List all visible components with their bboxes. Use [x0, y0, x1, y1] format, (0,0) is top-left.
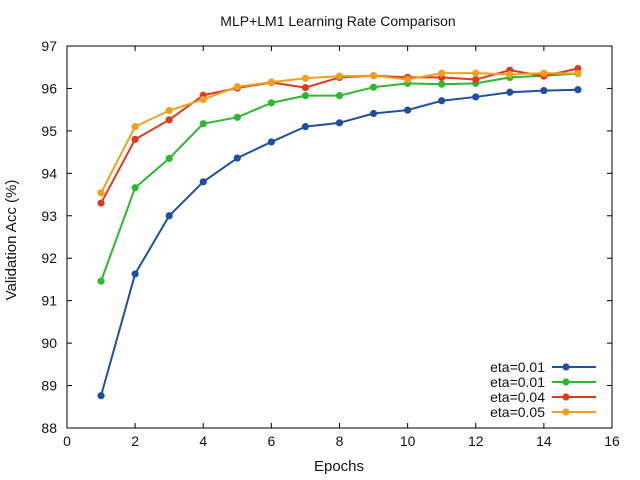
- data-point: [369, 109, 378, 118]
- legend-label: eta=0.04: [490, 389, 545, 405]
- data-point: [165, 116, 173, 124]
- y-tick-label: 94: [41, 165, 57, 181]
- x-tick-label: 12: [468, 433, 484, 449]
- data-point: [199, 120, 207, 128]
- data-point: [404, 75, 412, 84]
- legend-label: eta=0.01: [490, 374, 545, 390]
- series-line-2: [100, 72, 578, 282]
- data-point: [97, 277, 105, 285]
- legend-label: eta=0.01: [490, 359, 545, 375]
- data-point: [165, 212, 173, 220]
- data-point: [404, 106, 412, 114]
- data-point: [97, 199, 105, 207]
- data-point: [438, 69, 446, 77]
- y-axis-label: Validation Acc (%): [3, 180, 20, 301]
- x-tick-label: 0: [63, 433, 71, 449]
- data-point: [369, 72, 378, 80]
- x-tick-label: 10: [400, 433, 416, 449]
- data-point: [472, 75, 480, 84]
- data-point: [472, 69, 480, 77]
- y-tick-label: 89: [41, 378, 57, 394]
- data-point: [335, 72, 344, 80]
- y-tick-label: 90: [41, 335, 57, 351]
- y-tick-label: 95: [41, 123, 57, 139]
- legend-label: eta=0.05: [490, 404, 545, 420]
- x-tick-label: 16: [604, 433, 620, 449]
- data-point: [574, 86, 582, 94]
- data-point: [131, 184, 139, 192]
- data-point: [335, 92, 344, 100]
- data-point: [131, 270, 139, 278]
- x-tick-label: 6: [267, 433, 275, 449]
- data-point: [574, 69, 582, 78]
- legend-marker: [562, 393, 570, 401]
- data-point: [301, 123, 310, 131]
- data-point: [233, 154, 241, 162]
- y-tick-label: 91: [41, 293, 57, 309]
- data-point: [233, 113, 241, 121]
- data-point: [369, 83, 378, 91]
- data-point: [165, 154, 173, 163]
- legend-marker: [562, 378, 570, 386]
- data-point: [267, 99, 275, 107]
- data-point: [131, 135, 139, 143]
- series-line-3: [100, 67, 579, 204]
- legend-marker: [562, 363, 570, 371]
- data-point: [97, 189, 105, 197]
- data-point: [335, 119, 344, 127]
- data-point: [574, 64, 582, 73]
- x-tick-label: 8: [336, 433, 344, 449]
- x-axis-label: Epochs: [314, 458, 364, 475]
- data-point: [301, 83, 310, 92]
- x-tick-label: 14: [536, 433, 552, 449]
- series-line-1: [100, 88, 578, 397]
- x-tick-label: 2: [131, 433, 139, 449]
- chart-title: MLP+LM1 Learning Rate Comparison: [220, 13, 455, 29]
- y-tick-label: 88: [41, 420, 57, 436]
- data-point: [438, 97, 446, 105]
- y-tick-label: 96: [41, 80, 57, 96]
- data-point: [301, 74, 310, 82]
- data-point: [540, 86, 548, 95]
- data-point: [199, 178, 207, 186]
- data-point: [267, 78, 275, 86]
- data-point: [506, 70, 514, 79]
- data-point: [301, 92, 310, 100]
- data-point: [267, 138, 275, 146]
- data-point: [438, 80, 446, 88]
- data-point: [472, 93, 480, 101]
- data-point: [506, 88, 514, 96]
- y-tick-label: 92: [41, 250, 57, 266]
- data-point: [131, 123, 139, 131]
- data-point: [540, 69, 548, 77]
- data-point: [165, 106, 173, 115]
- data-point: [233, 83, 241, 91]
- data-point: [199, 95, 207, 104]
- x-tick-label: 4: [199, 433, 207, 449]
- data-point: [97, 392, 105, 400]
- legend-marker: [562, 408, 570, 416]
- y-tick-label: 97: [41, 38, 57, 54]
- plot-area: 0 2 4 6 8 10 12 14 16 88 89 90 91 92 93 94 95 96 97: [41, 38, 620, 449]
- y-tick-label: 93: [41, 208, 57, 224]
